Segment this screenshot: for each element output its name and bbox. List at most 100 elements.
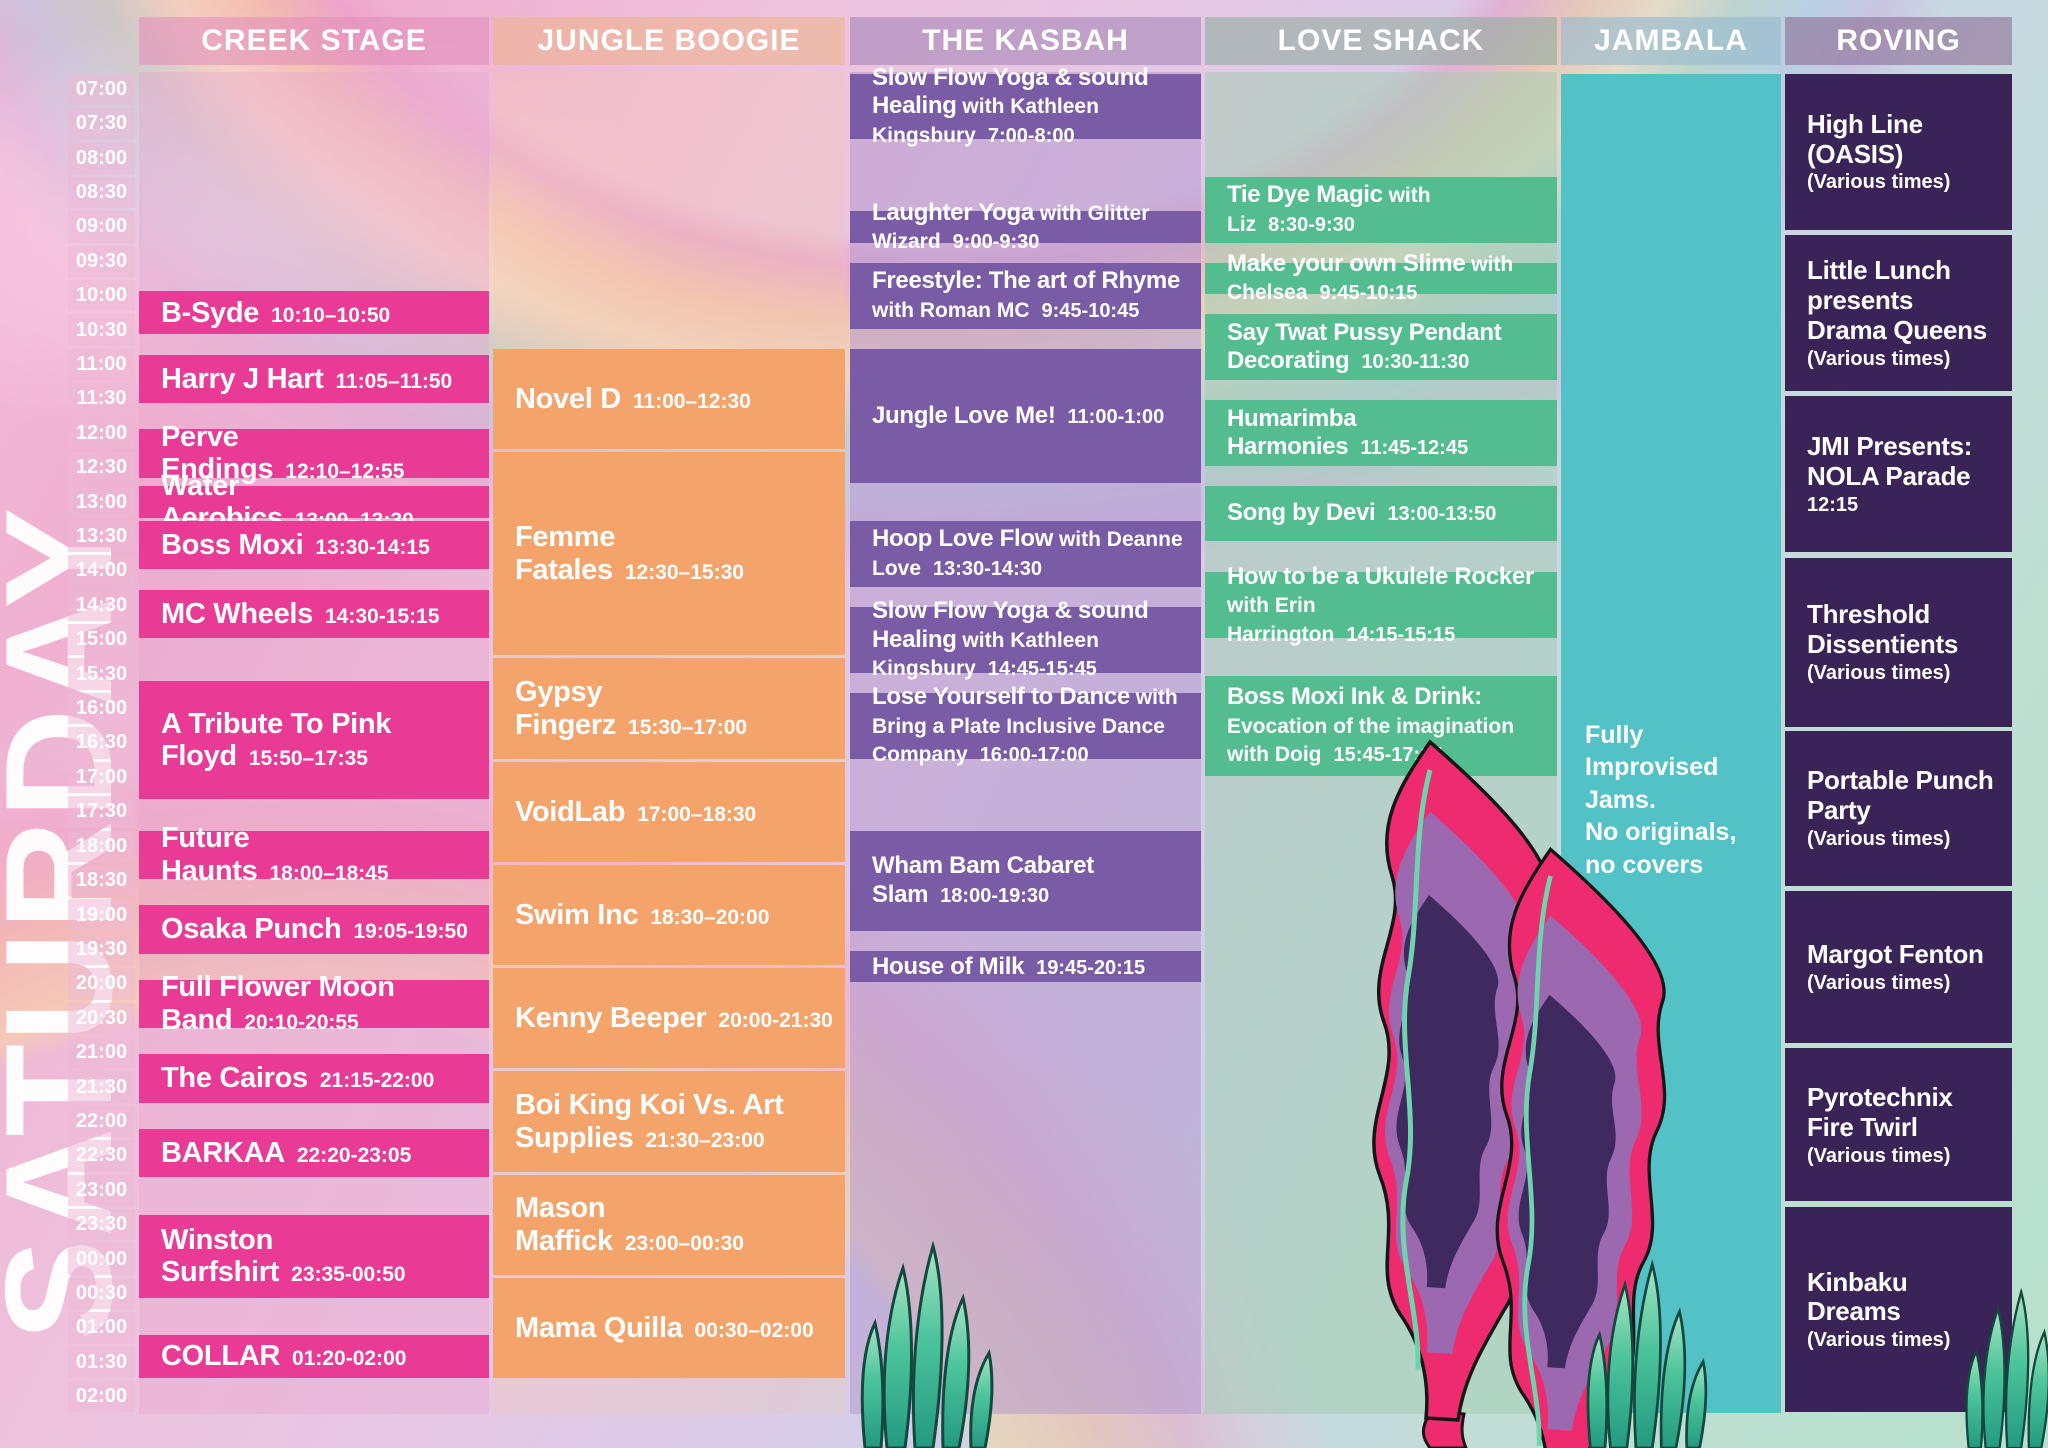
event-text: Slow Flow Yoga & sound Healing with Kath…: [872, 64, 1189, 149]
event-text: Osaka Punch 19:05-19:50: [161, 913, 477, 945]
time-cell: 17:00: [68, 761, 135, 794]
event-subtitle: with Kathleen Kingsbury: [872, 95, 1099, 147]
event-time: 12:10–12:55: [285, 460, 405, 484]
event-time: 9:45-10:45: [1041, 299, 1140, 322]
event-title: Pyrotechnix Fire Twirl: [1807, 1081, 1953, 1142]
jambala-note: Fully Improvised Jams. No originals, no c…: [1585, 719, 1767, 882]
event-time-note: (Various times): [1807, 347, 1951, 370]
event-title: JMI Presents:: [1807, 430, 1973, 461]
event-block: Margot Fenton (Various times): [1785, 891, 2012, 1044]
event-time-note: 12:15: [1807, 493, 1859, 516]
event-block: Tie Dye Magic with Liz 8:30-9:30: [1205, 176, 1557, 243]
event-time: 12:30–15:30: [624, 560, 744, 584]
event-text: Mason Maffick 23:00–00:30: [515, 1192, 833, 1257]
time-cell: 16:30: [68, 727, 135, 759]
time-cell: 00:00: [68, 1243, 135, 1275]
event-block: Mason Maffick 23:00–00:30: [493, 1174, 845, 1275]
stage-header-label: ROVING: [1836, 24, 1961, 57]
event-block: The Cairos 21:15-22:00: [139, 1054, 489, 1103]
event-text: Jungle Love Me! 11:00-1:00: [872, 402, 1189, 430]
time-cell: 00:30: [68, 1277, 135, 1310]
event-block: Full Flower Moon Band 20:10-20:55: [139, 971, 489, 1036]
time-column: 07:00 07:30 08:00 08:30 09:00 09:30 10:00 10:30…: [68, 72, 135, 1414]
event-title: Osaka Punch: [161, 913, 342, 946]
event-time: 18:00-19:30: [940, 884, 1050, 907]
event-time: 22:20-23:05: [296, 1143, 412, 1167]
event-title: Humarimba Harmonies: [1227, 404, 1357, 461]
stage-column-jungle: Novel D 11:00–12:30 Femme Fatales 12:30–15:…: [493, 72, 845, 1414]
event-time: 19:45-20:15: [1036, 956, 1146, 979]
event-title: Gypsy Fingerz: [515, 676, 617, 741]
event-text: Mama Quilla 00:30–02:00: [515, 1312, 833, 1344]
event-text: Swim Inc 18:30–20:00: [515, 899, 833, 931]
event-title: Laughter Yoga: [872, 198, 1034, 226]
event-text: Laughter Yoga with Glitter Wizard 9:00-9:…: [872, 199, 1189, 256]
event-subtitle: with Bring a Plate Inclusive Dance Compa…: [872, 686, 1178, 766]
event-title: Tie Dye Magic: [1227, 181, 1383, 209]
event-text: Make your own Slime with Chelsea 9:45-10:…: [1227, 250, 1545, 307]
event-block: Make your own Slime with Chelsea 9:45-10:…: [1205, 250, 1557, 304]
event-block: Winston Surfshirt 23:35-00:50: [139, 1214, 489, 1298]
event-block: MC Wheels 14:30-15:15: [139, 589, 489, 639]
event-time-note: (Various times): [1807, 661, 1951, 684]
time-cell: 21:00: [68, 1036, 135, 1069]
event-time: 20:10-20:55: [244, 1010, 359, 1034]
event-text: Song by Devi 13:00-13:50: [1227, 499, 1545, 527]
stage-column-roving: High Line (OASIS) (Various times) Little L…: [1785, 72, 2012, 1414]
event-time: 11:00–12:30: [632, 389, 751, 413]
time-cell: 08:30: [68, 176, 135, 209]
grass-tuft-icon: [1965, 1290, 2048, 1448]
event-block: Humarimba Harmonies 11:45-12:45: [1205, 400, 1557, 467]
time-cell: 11:00: [68, 348, 135, 381]
time-cell: 13:00: [68, 486, 135, 518]
event-time: 19:05-19:50: [353, 920, 468, 944]
time-cell: 08:00: [68, 142, 135, 174]
event-time: 13:30-14:15: [315, 535, 430, 559]
stage-header-creek: CREEK STAGE: [139, 17, 489, 65]
event-subtitle: with Chelsea: [1227, 253, 1514, 305]
event-text: Hoop Love Flow with Deanne Love 13:30-14:…: [872, 525, 1189, 582]
event-text: Harry J Hart 11:05–11:50: [161, 363, 477, 395]
event-block: Future Haunts 18:00–18:45: [139, 822, 489, 887]
event-time: 9:00-9:30: [952, 230, 1040, 253]
event-block: Boi King Koi Vs. Art Supplies 21:30–23:00: [493, 1071, 845, 1172]
event-title: Perve Endings: [161, 420, 274, 486]
event-title: The Cairos: [161, 1062, 308, 1095]
event-time: 18:30–20:00: [650, 905, 770, 929]
event-block: Hoop Love Flow with Deanne Love 13:30-14:…: [850, 520, 1201, 587]
event-block: Pyrotechnix Fire Twirl (Various times): [1785, 1048, 2012, 1202]
event-title: Wham Bam Cabaret Slam: [872, 852, 1094, 908]
event-time: 10:10–10:50: [271, 303, 391, 327]
event-time: 11:00-1:00: [1067, 405, 1165, 428]
time-cell: 12:30: [68, 452, 135, 484]
time-cell: 15:30: [68, 658, 135, 690]
event-title: VoidLab: [515, 795, 626, 828]
event-block: Harry J Hart 11:05–11:50: [139, 354, 489, 404]
event-text: Future Haunts 18:00–18:45: [161, 822, 477, 887]
time-cell: 10:30: [68, 314, 135, 346]
event-title: Little Lunch presents: [1807, 254, 1951, 315]
event-block: House of Milk 19:45-20:15: [850, 950, 1201, 983]
event-text: Freestyle: The art of Rhyme with Roman M…: [872, 267, 1189, 324]
event-title: Boss Moxi Ink & Drink:: [1227, 683, 1482, 711]
event-title: Margot Fenton: [1807, 939, 1984, 970]
event-time: 14:15-15:15: [1346, 623, 1456, 646]
event-time: 13:30-14:30: [933, 557, 1042, 580]
event-time-note: (Various times): [1807, 1144, 1951, 1167]
event-text: The Cairos 21:15-22:00: [161, 1062, 477, 1094]
event-time: 20:00-21:30: [718, 1009, 833, 1033]
event-time-note: (Various times): [1807, 828, 1951, 851]
event-title: High Line (OASIS): [1807, 108, 1923, 169]
time-cell: 10:00: [68, 279, 135, 312]
event-block: High Line (OASIS) (Various times): [1785, 73, 2012, 230]
event-time: 18:00–18:45: [269, 861, 389, 885]
event-title: Mason Maffick: [515, 1192, 613, 1257]
jambala-note-line: No originals, no covers: [1585, 818, 1737, 879]
event-text: BARKAA 22:20-23:05: [161, 1137, 477, 1169]
event-text: Slow Flow Yoga & sound Healing with Kath…: [872, 597, 1189, 682]
event-subtitle: with Deanne Love: [872, 528, 1183, 580]
event-time: 00:30–02:00: [694, 1318, 814, 1342]
event-block: Perve Endings 12:10–12:55: [139, 421, 489, 485]
event-text: Gypsy Fingerz 15:30–17:00: [515, 676, 833, 741]
